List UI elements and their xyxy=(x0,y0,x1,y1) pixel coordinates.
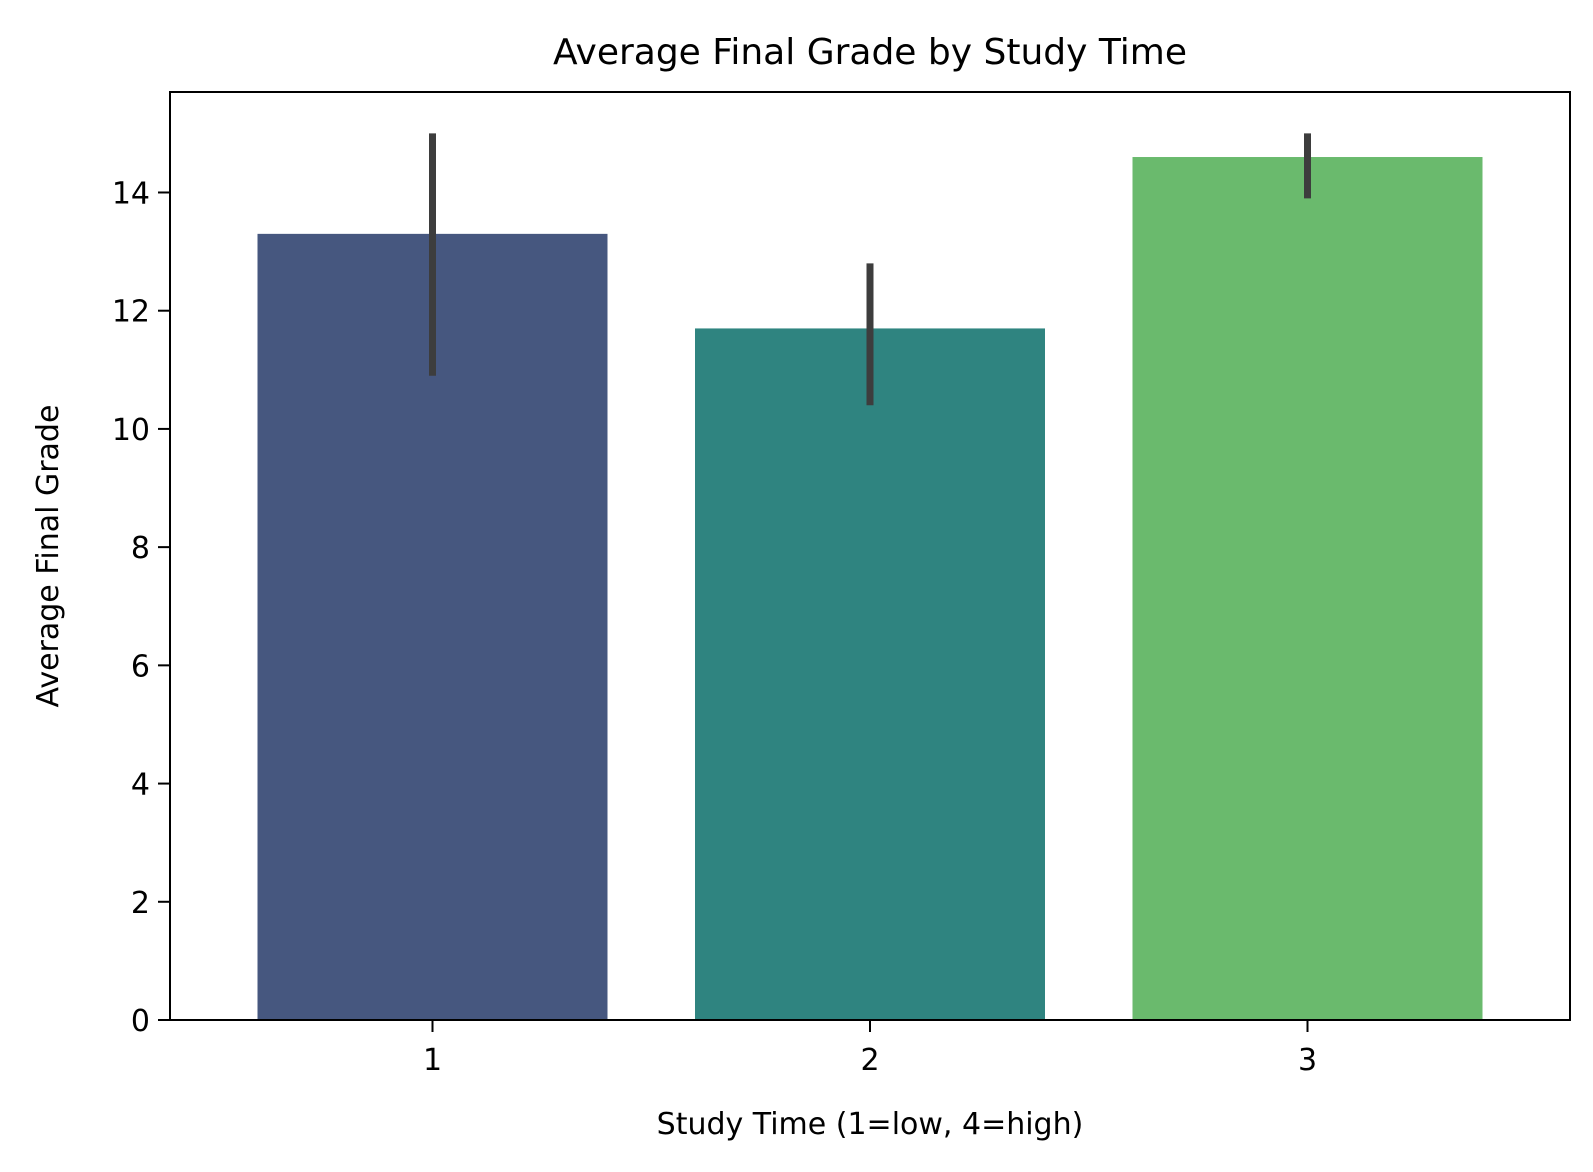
y-tick-label: 14 xyxy=(112,176,150,211)
y-tick-label: 6 xyxy=(131,649,150,684)
y-tick-label: 10 xyxy=(112,413,150,448)
y-axis-ticks: 0 2 4 6 8 10 12 14 xyxy=(112,176,170,1039)
chart-title: Average Final Grade by Study Time xyxy=(553,32,1187,73)
y-tick-label: 8 xyxy=(131,531,150,566)
x-axis-label: Study Time (1=low, 4=high) xyxy=(657,1107,1084,1142)
y-tick-label: 2 xyxy=(131,886,150,921)
y-tick-label: 4 xyxy=(131,768,150,803)
y-tick-label: 12 xyxy=(112,295,150,330)
x-axis-ticks: 1 2 3 xyxy=(423,1020,1317,1078)
bar-2 xyxy=(695,328,1045,1021)
x-tick-label: 1 xyxy=(423,1043,442,1078)
y-axis-label: Average Final Grade xyxy=(31,405,66,708)
x-tick-label: 3 xyxy=(1298,1043,1317,1078)
y-tick-label: 0 xyxy=(131,1004,150,1039)
x-tick-label: 2 xyxy=(860,1043,879,1078)
error-bars-layer xyxy=(429,133,1311,406)
bar-3 xyxy=(1132,157,1483,1020)
